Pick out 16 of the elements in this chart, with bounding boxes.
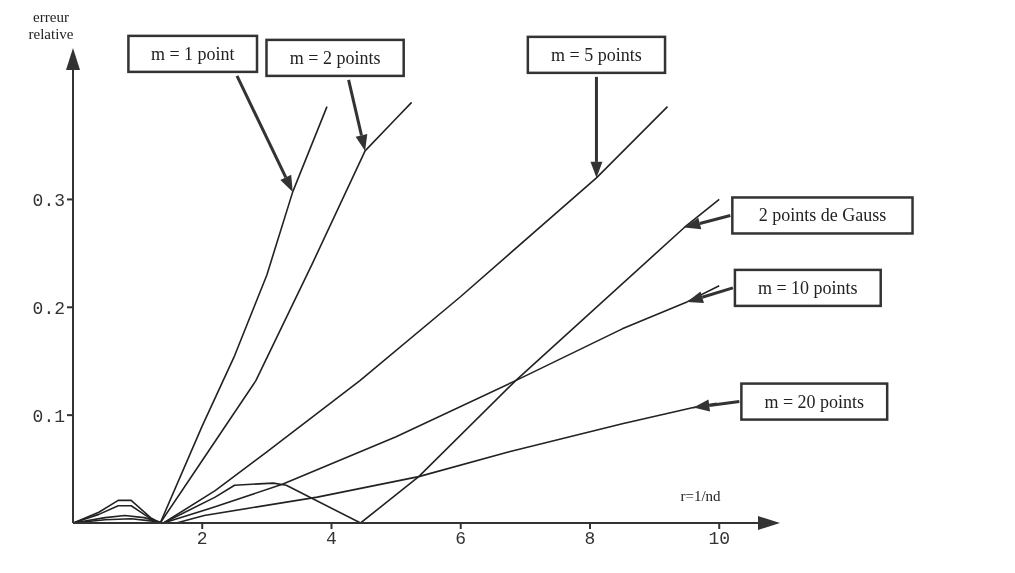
text: m = 10 points (757, 277, 858, 298)
text: m = 5 points (551, 44, 642, 65)
x-tick-label: 10 (708, 528, 731, 549)
x-tick-label: 2 (196, 528, 208, 549)
y-tick-label: 0.1 (32, 406, 65, 427)
x-tick-label: 4 (326, 528, 337, 549)
text: 2 points de Gauss (758, 205, 887, 226)
y-tick-label: 0.2 (32, 298, 65, 319)
x-tick-label: 6 (455, 528, 467, 549)
y-axis-title: erreur relative (28, 9, 74, 42)
x-axis-title: r=1/nd (680, 488, 722, 504)
text: m = 1 point (150, 43, 235, 64)
y-tick-label: 0.3 (32, 190, 65, 211)
x-tick-label: 8 (584, 528, 596, 549)
text: m = 2 points (289, 47, 381, 68)
text: m = 20 points (764, 391, 865, 412)
